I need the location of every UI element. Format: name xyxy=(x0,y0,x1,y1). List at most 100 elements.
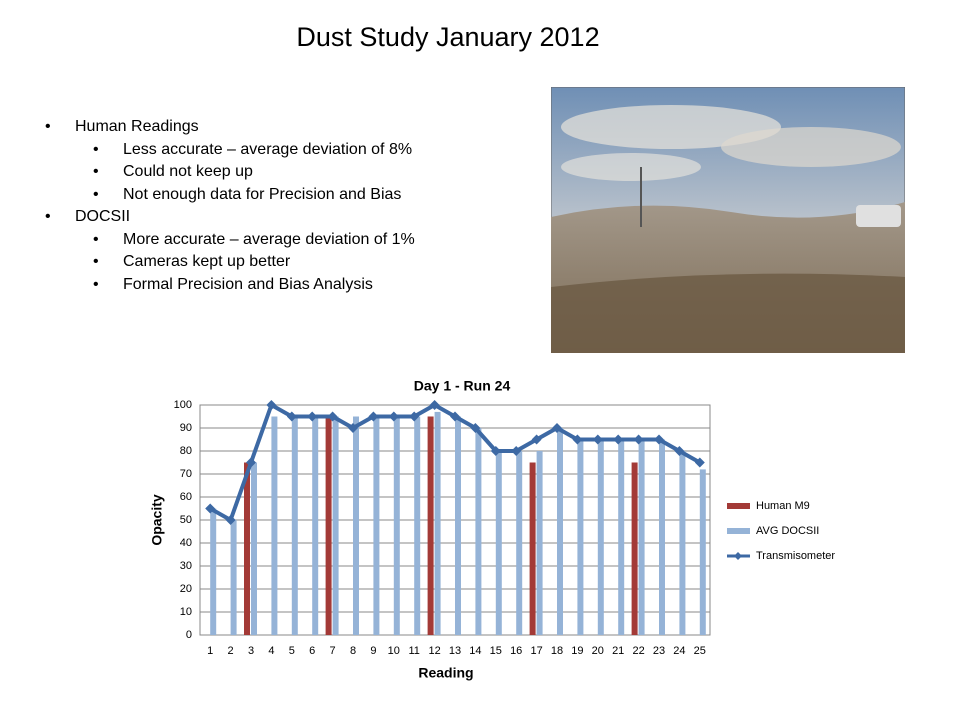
marker xyxy=(266,400,277,410)
x-tick-label: 4 xyxy=(268,645,274,657)
marker xyxy=(348,423,358,433)
x-tick-label: 3 xyxy=(248,645,254,657)
bar xyxy=(475,428,482,635)
x-tick-label: 11 xyxy=(408,645,419,657)
legend-swatch xyxy=(727,528,750,534)
marker xyxy=(205,503,216,514)
legend-label: AVG DOCSII xyxy=(756,525,819,537)
x-tick-label: 7 xyxy=(330,645,336,657)
bar xyxy=(312,416,319,635)
bar xyxy=(618,439,625,635)
marker xyxy=(552,423,562,433)
x-tick-label: 19 xyxy=(571,645,583,657)
x-tick-label: 5 xyxy=(289,645,295,657)
bar xyxy=(495,451,502,635)
bar xyxy=(291,416,298,635)
bar xyxy=(393,416,400,635)
legend-swatch xyxy=(727,503,750,509)
marker xyxy=(470,423,481,433)
x-tick-label: 2 xyxy=(228,645,234,657)
x-tick-label: 8 xyxy=(350,645,356,657)
bar xyxy=(597,439,604,635)
bar xyxy=(699,469,706,635)
x-tick-label: 12 xyxy=(428,645,440,657)
marker xyxy=(409,411,420,422)
sub-bullet: Formal Precision and Bias Analysis xyxy=(93,276,373,294)
marker xyxy=(654,434,664,445)
x-tick-label: 10 xyxy=(388,645,400,657)
x-tick-label: 13 xyxy=(449,645,461,657)
bar xyxy=(230,520,237,635)
x-tick-label: 24 xyxy=(673,645,685,657)
bar xyxy=(631,462,638,635)
y-tick-label: 80 xyxy=(180,445,192,457)
y-axis-title: Opacity xyxy=(149,494,165,546)
marker xyxy=(286,411,297,422)
marker xyxy=(694,457,705,468)
legend-label: Transmisometer xyxy=(756,550,835,562)
bar xyxy=(529,462,536,635)
y-tick-label: 60 xyxy=(180,491,192,503)
marker xyxy=(592,434,603,445)
sub-bullet: Cameras kept up better xyxy=(93,253,290,271)
marker xyxy=(246,457,256,468)
sub-bullet: Less accurate – average deviation of 8% xyxy=(93,141,412,159)
y-tick-label: 0 xyxy=(186,629,192,641)
bar xyxy=(373,416,380,635)
bar xyxy=(434,411,441,635)
bar xyxy=(455,416,461,635)
x-tick-label: 20 xyxy=(592,645,604,657)
bar xyxy=(244,462,250,635)
bar xyxy=(210,508,217,635)
x-tick-label: 15 xyxy=(490,645,502,657)
marker xyxy=(429,400,440,410)
marker xyxy=(368,411,379,422)
y-tick-label: 40 xyxy=(180,537,192,549)
y-tick-label: 70 xyxy=(180,468,192,480)
x-tick-label: 14 xyxy=(469,645,481,657)
bullet: Human Readings xyxy=(45,118,199,136)
marker xyxy=(674,446,685,456)
x-tick-label: 23 xyxy=(653,645,665,657)
x-tick-label: 16 xyxy=(510,645,522,657)
marker xyxy=(490,446,501,456)
bar xyxy=(659,439,665,635)
bar xyxy=(638,439,645,635)
y-tick-label: 50 xyxy=(180,514,192,526)
marker xyxy=(633,434,644,445)
bar xyxy=(516,451,523,635)
x-tick-label: 17 xyxy=(530,645,542,657)
bar xyxy=(353,416,359,635)
bar xyxy=(332,416,339,635)
y-tick-label: 20 xyxy=(180,583,192,595)
chart: Day 1 - Run 24 Reading Opacity 0 10 20 30 40… xyxy=(149,378,836,681)
bar xyxy=(325,416,332,635)
bar xyxy=(679,451,686,635)
x-tick-label: 6 xyxy=(309,645,315,657)
marker xyxy=(613,434,624,445)
y-tick-label: 10 xyxy=(180,606,192,618)
x-tick-label: 9 xyxy=(370,645,376,657)
marker xyxy=(531,434,542,445)
marker xyxy=(450,411,460,422)
bar xyxy=(251,462,257,635)
bar xyxy=(577,439,584,635)
marker xyxy=(388,411,399,422)
marker xyxy=(225,515,236,525)
bar xyxy=(427,416,434,635)
bar xyxy=(536,451,543,635)
photo xyxy=(551,87,905,353)
slide-title: Dust Study January 2012 xyxy=(296,22,600,52)
y-tick-label: 90 xyxy=(180,422,192,434)
x-axis-title: Reading xyxy=(418,665,473,681)
y-tick-label: 100 xyxy=(174,399,192,411)
x-tick-label: 21 xyxy=(612,645,624,657)
marker xyxy=(511,446,522,456)
bar xyxy=(271,416,278,635)
x-tick-label: 1 xyxy=(207,645,213,657)
bar xyxy=(414,416,421,635)
legend-marker xyxy=(734,552,742,560)
sub-bullet: More accurate – average deviation of 1% xyxy=(93,231,415,249)
legend-label: Human M9 xyxy=(756,500,810,512)
